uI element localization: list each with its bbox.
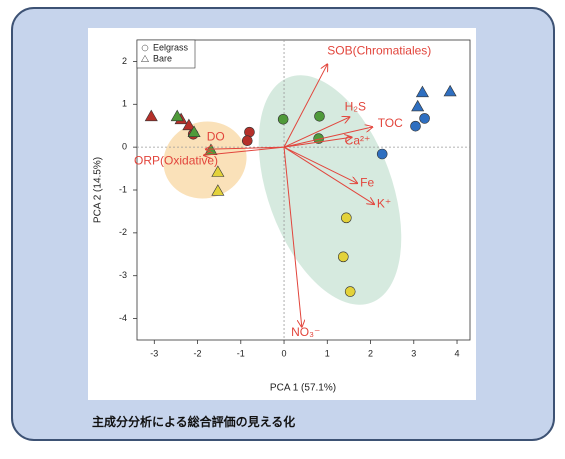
point	[187, 125, 201, 137]
loading-arrow	[206, 147, 285, 149]
loading-label: Fe	[360, 175, 374, 189]
y-tick-label: 2	[122, 56, 127, 66]
caption: 主成分分析による総合評価の見える化	[92, 414, 295, 429]
x-tick-label: 2	[368, 348, 373, 358]
x-axis-label: PCA 1 (57.1%)	[270, 383, 336, 394]
y-tick-label: -3	[119, 270, 127, 280]
point	[411, 99, 425, 112]
confidence-ellipse	[163, 121, 247, 199]
point	[314, 110, 325, 122]
loading-arrow	[283, 64, 327, 148]
point	[376, 148, 388, 160]
loading-label: NO₃⁻	[291, 325, 320, 339]
point	[170, 109, 184, 122]
point	[419, 113, 430, 124]
loading-arrow	[283, 127, 372, 148]
loading-arrow	[283, 147, 302, 327]
point	[415, 85, 429, 98]
y-tick-label: -1	[119, 184, 127, 194]
loading-arrow	[283, 137, 351, 148]
legend-box	[136, 39, 196, 69]
x-tick-label: 4	[455, 348, 460, 358]
legend-marker	[140, 54, 150, 62]
point	[344, 286, 356, 297]
loading-label: SOB(Chromatiales)	[327, 44, 431, 58]
loading-arrow	[283, 146, 374, 204]
y-tick-label: -2	[119, 227, 127, 237]
point	[144, 109, 158, 122]
loading-arrow	[283, 117, 349, 148]
y-tick-label: 0	[122, 142, 127, 152]
legend-marker	[141, 44, 149, 52]
x-tick-label: 3	[411, 348, 416, 358]
loading-label: Ca²⁺	[345, 133, 371, 147]
point	[443, 84, 457, 97]
loading-label: H₂S	[345, 99, 366, 113]
point	[211, 184, 225, 196]
loading-label: K⁺	[377, 196, 391, 210]
point	[410, 120, 421, 132]
y-tick-label: 1	[122, 99, 127, 109]
loading-arrow	[204, 146, 285, 155]
loading-arrow	[283, 146, 357, 183]
loading-label: TOC	[378, 116, 403, 130]
point	[182, 118, 196, 131]
legend-label: Bare	[153, 53, 172, 63]
loading-label: ORP(Oxidative)	[134, 153, 218, 167]
point	[277, 113, 289, 125]
legend-label: Eelgrass	[153, 42, 189, 52]
loading-label: DO	[207, 129, 225, 143]
y-axis-label: PCA 2 (14.5%)	[93, 157, 104, 223]
x-tick-label: -2	[194, 348, 202, 358]
y-tick-label: -4	[119, 313, 127, 323]
x-tick-label: 0	[282, 348, 287, 358]
point	[211, 165, 225, 177]
x-tick-label: -3	[150, 348, 158, 358]
point	[241, 135, 253, 147]
x-tick-label: -1	[237, 348, 245, 358]
point	[341, 212, 352, 224]
point	[337, 251, 349, 263]
x-tick-label: 1	[325, 348, 330, 358]
